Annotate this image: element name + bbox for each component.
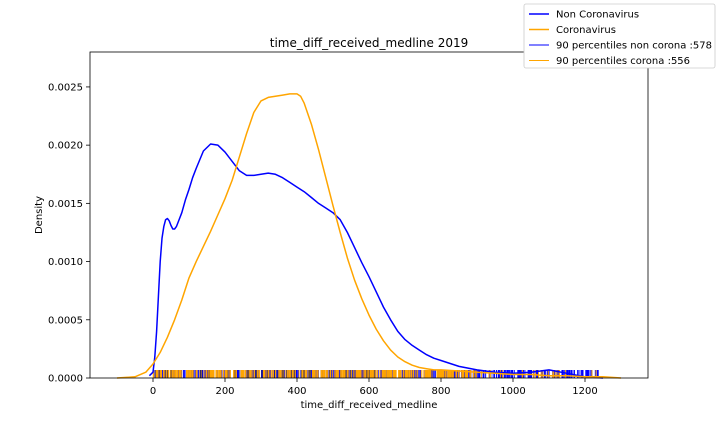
y-tick-label: 0.0015	[48, 199, 83, 210]
legend: Non Coronavirus Coronavirus 90 percentiles…	[523, 3, 716, 69]
legend-label: 90 percentiles non corona :578	[556, 41, 712, 52]
y-axis: 0.0000 0.0005 0.0010 0.0015 0.0020 0.0025	[48, 82, 90, 385]
legend-items: Non Coronavirus Coronavirus 90 percentiles…	[529, 10, 712, 67]
y-tick-label: 0.0025	[48, 82, 83, 93]
x-tick-label: 200	[215, 386, 234, 397]
x-tick-label: 800	[431, 386, 450, 397]
plot-area	[116, 93, 622, 379]
legend-box	[523, 3, 716, 69]
legend-label: Coronavirus	[556, 25, 616, 36]
x-tick-label: 400	[287, 386, 306, 397]
x-tick-label: 1200	[572, 386, 597, 397]
x-axis-label: time_diff_received_medline	[301, 400, 438, 411]
y-tick-label: 0.0000	[48, 374, 83, 385]
x-tick-label: 600	[359, 386, 378, 397]
legend-label: Non Coronavirus	[556, 10, 639, 21]
legend-label: 90 percentiles corona :556	[556, 56, 690, 67]
plot-frame	[89, 51, 649, 379]
x-tick-label: 1000	[500, 386, 525, 397]
curve-layer	[116, 93, 622, 379]
x-tick-label: 0	[150, 386, 156, 397]
y-tick-label: 0.0010	[48, 257, 83, 268]
y-axis-label: Density	[34, 196, 45, 234]
series-line-coronavirus	[116, 93, 622, 379]
chart-title: time_diff_received_medline 2019	[270, 36, 469, 50]
y-tick-label: 0.0020	[48, 141, 83, 152]
y-tick-label: 0.0005	[48, 315, 83, 326]
series-line-non-coronavirus	[148, 143, 604, 379]
x-axis: 0 200 400 600 800 1000 1200	[150, 378, 598, 397]
